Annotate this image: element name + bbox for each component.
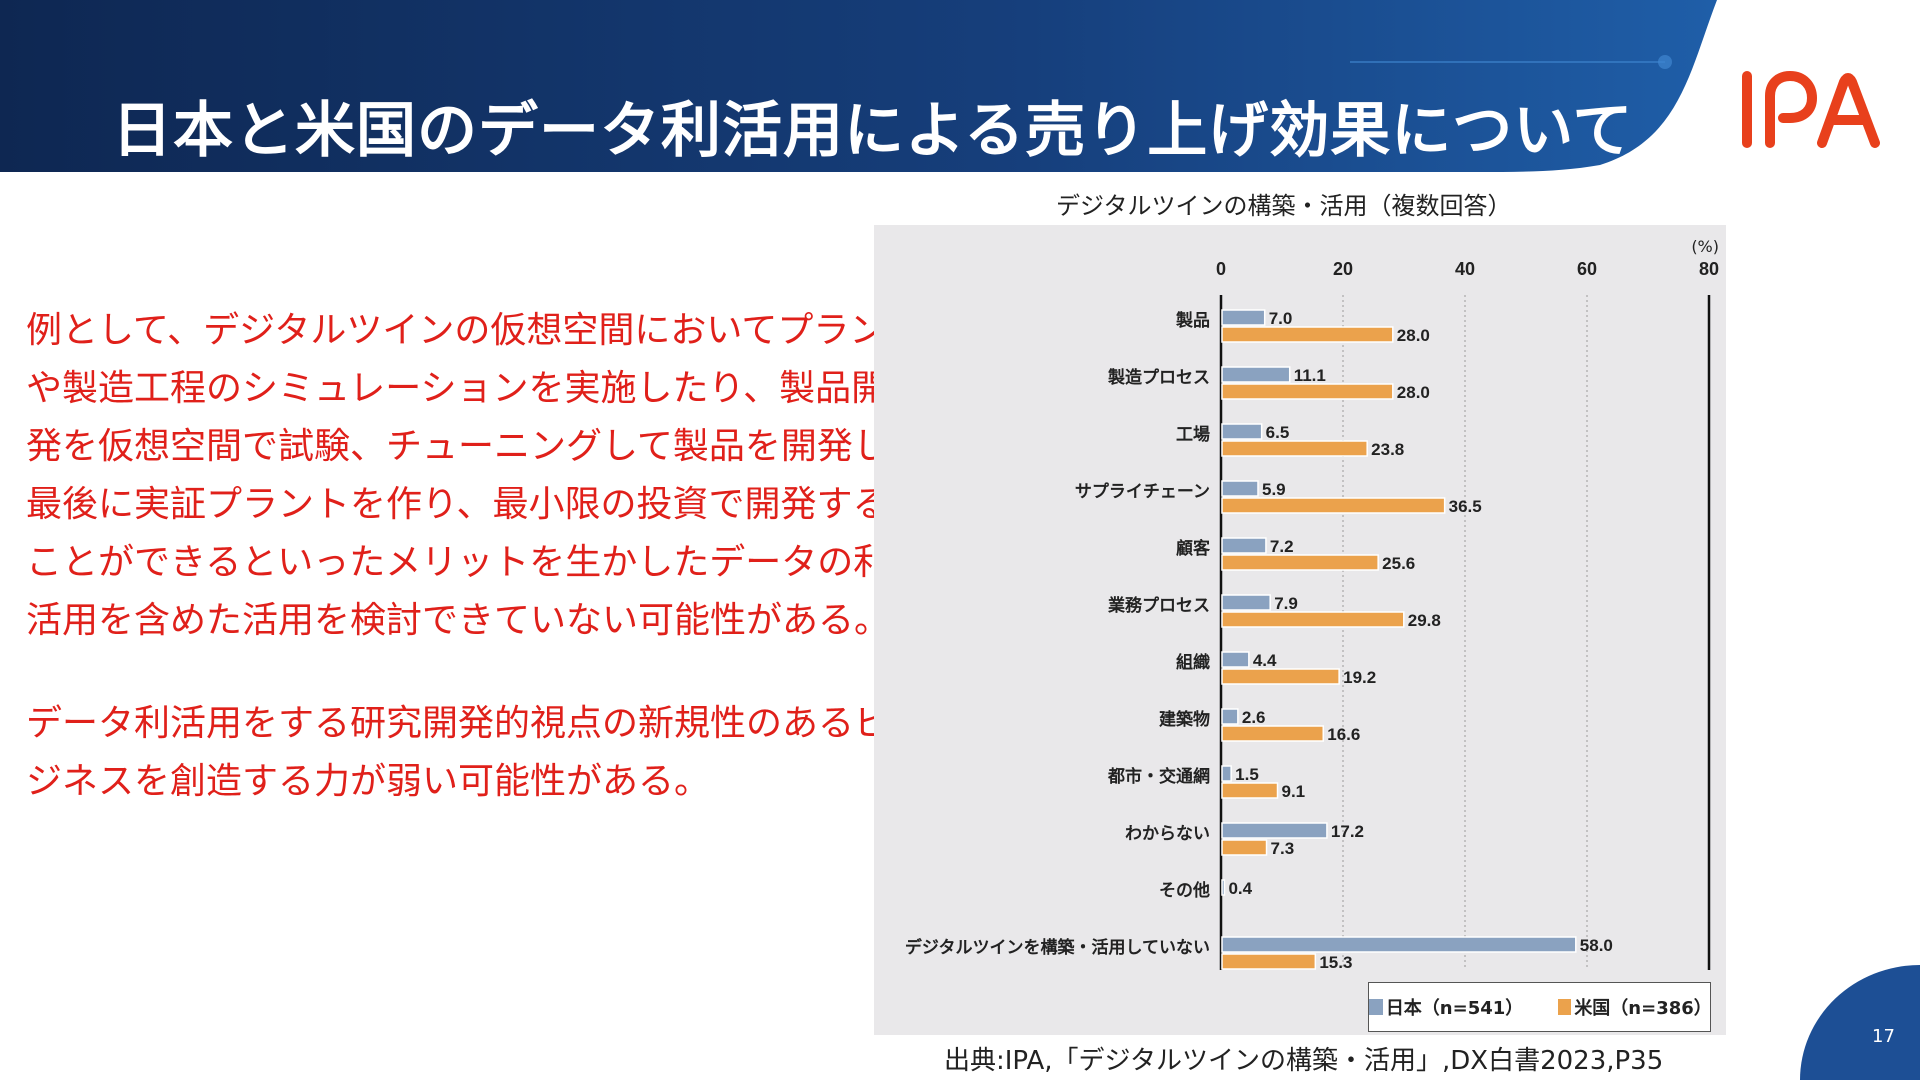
explanation-paragraph-2: データ利活用をする研究開発的視点の新規性のあるビ ジネスを創造する力が弱い可能性…: [26, 695, 890, 811]
category-label: 建築物: [1159, 709, 1210, 730]
bar-japan: [1221, 936, 1577, 953]
bar-usa: [1221, 554, 1379, 571]
category-label: デジタルツインを構築・活用していない: [905, 937, 1210, 958]
explanation-paragraph-1: 例として、デジタルツインの仮想空間においてプラント や製造工程のシミュレーション…: [26, 302, 925, 650]
text-line: ことができるといったメリットを生かしたデータの利: [26, 542, 890, 583]
bar-japan: [1221, 537, 1267, 554]
data-label: 7.2: [1270, 537, 1294, 556]
header-banner: [0, 0, 1717, 172]
data-label: 16.6: [1327, 725, 1360, 744]
bar-japan: [1221, 708, 1239, 725]
data-label: 5.9: [1262, 480, 1286, 499]
category-label: 工場: [1176, 425, 1210, 445]
data-label: 1.5: [1235, 765, 1259, 784]
data-label: 19.2: [1343, 668, 1376, 687]
bar-usa: [1221, 782, 1279, 799]
legend-item-japan: 日本（n=541）: [1369, 994, 1524, 1020]
bar-usa: [1221, 953, 1317, 970]
x-tick-label: 80: [1699, 259, 1719, 279]
x-tick-label: 20: [1333, 259, 1353, 279]
legend-item-usa: 米国（n=386）: [1557, 994, 1712, 1020]
data-label: 15.3: [1319, 953, 1352, 972]
x-tick-label: 0: [1216, 259, 1226, 279]
bar-chart: 0 20 40 60 80 (%) 製品 7.0 28.0 製造プロセス 11.1 28.0 工場 6.5…: [874, 225, 1726, 1035]
data-label: 0.4: [1228, 879, 1252, 898]
data-label: 25.6: [1382, 554, 1415, 573]
page-title: 日本と米国のデータ利活用による売り上げ効果について: [112, 96, 1634, 166]
bar-japan: [1221, 423, 1263, 440]
legend-label: 日本（n=541）: [1385, 998, 1524, 1019]
data-label: 11.1: [1294, 366, 1326, 385]
data-label: 17.2: [1331, 822, 1364, 841]
data-label: 7.3: [1271, 839, 1295, 858]
data-label: 6.5: [1266, 423, 1290, 442]
x-tick-label: 60: [1577, 259, 1597, 279]
bar-usa: [1221, 668, 1340, 685]
text-line: 例として、デジタルツインの仮想空間においてプラント: [26, 310, 922, 351]
bar-japan: [1221, 366, 1291, 383]
text-line: ジネスを創造する力が弱い可能性がある。: [26, 761, 711, 802]
bar-japan: [1221, 765, 1232, 782]
category-label: 組織: [1176, 652, 1210, 673]
data-label: 36.5: [1449, 497, 1482, 516]
category-label: わからない: [1125, 824, 1210, 844]
data-label: 2.6: [1242, 708, 1266, 727]
data-label: 58.0: [1580, 936, 1613, 955]
bar-usa: [1221, 326, 1394, 343]
data-label: 4.4: [1253, 651, 1277, 670]
data-label: 9.1: [1282, 782, 1306, 801]
chart-legend: 日本（n=541） 米国（n=386）: [1368, 982, 1712, 1032]
text-line: データ利活用をする研究開発的視点の新規性のあるビ: [26, 703, 891, 744]
category-label: 製造プロセス: [1107, 367, 1210, 388]
data-label: 29.8: [1408, 611, 1441, 630]
data-label: 28.0: [1397, 383, 1430, 402]
category-label: 顧客: [1176, 538, 1211, 559]
chart-title: デジタルツインの構築・活用（複数回答）: [1056, 192, 1512, 220]
bar-japan: [1221, 651, 1250, 668]
bar-usa: [1221, 497, 1446, 514]
bar-japan: [1221, 879, 1226, 896]
legend-swatch: [1557, 999, 1572, 1015]
data-label: 28.0: [1397, 326, 1430, 345]
x-tick-label: 40: [1455, 259, 1475, 279]
bar-japan: [1221, 480, 1259, 497]
legend-label: 米国（n=386）: [1574, 998, 1712, 1019]
unit-label: (%): [1691, 237, 1719, 256]
category-label: 製品: [1175, 310, 1210, 331]
corner-decoration: [1800, 965, 1920, 1080]
category-label: 業務プロセス: [1108, 595, 1210, 616]
data-label: 7.9: [1274, 594, 1298, 613]
page-number: 17: [1872, 1026, 1895, 1047]
text-line: 最後に実証プラントを作り、最小限の投資で開発する: [26, 484, 889, 525]
data-label: 7.0: [1269, 309, 1293, 328]
bar-usa: [1221, 383, 1394, 400]
bar-japan: [1221, 822, 1328, 839]
text-line: 発を仮想空間で試験、チューニングして製品を開発し、: [26, 426, 925, 467]
data-label: 23.8: [1371, 440, 1404, 459]
bar-usa: [1221, 440, 1368, 457]
chart-plot: 0 20 40 60 80 (%) 製品 7.0 28.0 製造プロセス 11.1 28.0 工場 6.5…: [905, 237, 1719, 972]
bar-japan: [1221, 594, 1271, 611]
category-label: 都市・交通網: [1107, 766, 1210, 787]
legend-swatch: [1369, 999, 1383, 1015]
text-line: 活用を含めた活用を検討できていない可能性がある。: [26, 600, 891, 641]
ipa-logo: [1742, 71, 1880, 148]
bar-usa: [1221, 611, 1405, 628]
bar-usa: [1221, 725, 1325, 742]
bar-usa: [1221, 839, 1268, 856]
category-label: その他: [1159, 880, 1210, 901]
bar-japan: [1221, 309, 1266, 326]
text-line: や製造工程のシミュレーションを実施したり、製品開: [26, 368, 888, 409]
source-citation: 出典:IPA,「デジタルツインの構築・活用」,DX白書2023,P35: [944, 1046, 1664, 1076]
category-label: サプライチェーン: [1075, 481, 1210, 502]
